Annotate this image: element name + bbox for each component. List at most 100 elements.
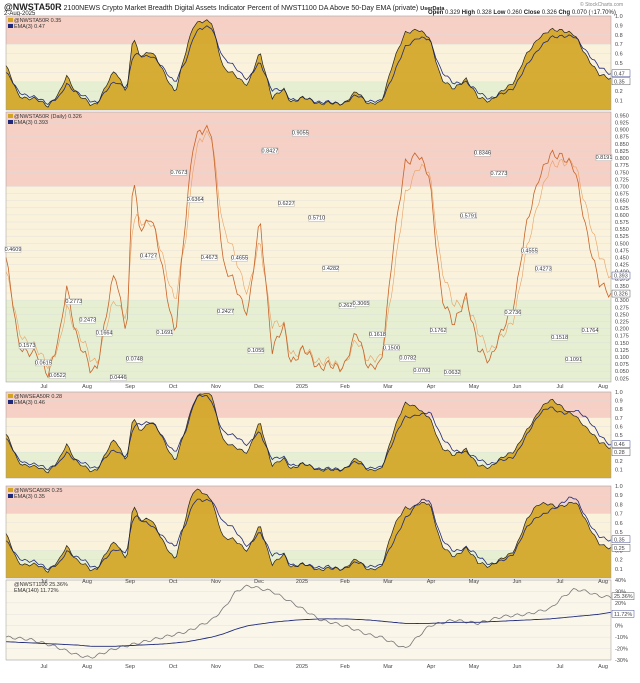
- last-value-box: [611, 69, 631, 78]
- x-tick-label: Mar: [383, 579, 393, 585]
- value-annotation: 0.5791: [460, 213, 477, 219]
- x-tick-label: Oct: [169, 664, 178, 670]
- y-tick-label: 0.1: [615, 99, 623, 105]
- legend-swatch: [8, 394, 13, 398]
- value-annotation: 0.7273: [490, 171, 507, 177]
- x-tick-label: Jul: [556, 579, 563, 585]
- value-annotation-box: [4, 246, 22, 253]
- y-tick-label: 0.125: [615, 348, 629, 354]
- ema-line: [5, 129, 612, 372]
- value-annotation: 0.7673: [170, 170, 187, 176]
- y-tick-label: 0.500: [615, 241, 629, 247]
- symbol-title: @NWSTA50R: [4, 2, 62, 12]
- y-tick-label: 0.675: [615, 192, 629, 198]
- value-annotation: 0.1762: [430, 328, 447, 334]
- x-tick-label: Aug: [598, 579, 608, 585]
- y-tick-label: 0%: [615, 624, 623, 630]
- y-tick-label: 0.950: [615, 113, 629, 119]
- panel-frame: [5, 391, 612, 479]
- y-tick-label: 1.0: [615, 14, 623, 20]
- x-tick-label: Feb: [340, 664, 349, 670]
- value-annotation: 0.4273: [535, 266, 552, 272]
- value-annotation-box: [308, 214, 325, 222]
- x-tick-label: Oct: [169, 384, 178, 390]
- value-annotation: 0.8427: [262, 148, 279, 154]
- last-value-label: 11.72%: [614, 612, 632, 618]
- x-tick-label: Nov: [211, 664, 221, 670]
- y-tick-label: 0.700: [615, 184, 629, 190]
- value-annotation: 0.6227: [278, 201, 295, 207]
- value-annotation-box: [460, 212, 477, 219]
- y-tick-label: 0.1: [615, 567, 623, 573]
- value-annotation: 0.8346: [474, 151, 491, 157]
- value-annotation-box: [490, 170, 508, 177]
- value-annotation-box: [521, 247, 538, 255]
- breadth-area: [6, 19, 611, 111]
- value-annotation: 0.1664: [96, 331, 113, 337]
- last-value-box: [611, 289, 631, 298]
- value-annotation-box: [126, 356, 143, 363]
- y-tick-label: -10%: [615, 635, 628, 641]
- breadth-area: [6, 393, 611, 478]
- y-tick-label: 0.925: [615, 121, 629, 127]
- y-tick-label: 40%: [615, 578, 626, 584]
- y-tick-label: 0.9: [615, 23, 623, 29]
- value-annotation-box: [18, 342, 36, 349]
- x-tick-label: Aug: [598, 664, 608, 670]
- chart-date: 2-Aug-2025: [4, 11, 36, 17]
- panel-frame: [5, 579, 612, 661]
- value-annotation-box: [170, 169, 188, 176]
- breadth-line: [5, 393, 612, 474]
- x-tick-label: Jun: [513, 384, 522, 390]
- x-tick-label: Apr: [427, 384, 436, 390]
- x-tick-label: 2025: [296, 384, 308, 390]
- overbought-zone: [6, 486, 611, 514]
- value-annotation-box: [187, 196, 204, 203]
- last-value-box: [611, 544, 631, 552]
- value-annotation-box: [292, 129, 309, 137]
- value-annotation-box: [581, 327, 599, 334]
- legend-swatch: [8, 18, 13, 22]
- high-value: 0.328: [476, 10, 492, 16]
- y-tick-label: 0.800: [615, 156, 629, 162]
- y-tick-label: 0.100: [615, 355, 629, 361]
- y-tick-label: 0.550: [615, 227, 629, 233]
- x-tick-label: Dec: [254, 384, 264, 390]
- ohlc-readout: Open 0.329 High 0.328 Low 0.260 Close 0.…: [428, 10, 616, 16]
- value-annotation: 0.0615: [35, 360, 52, 366]
- x-tick-label: Jul: [556, 384, 563, 390]
- legend-series: @NWST1100 25.36%: [14, 582, 68, 588]
- y-tick-label: 0.8: [615, 33, 623, 39]
- y-tick-label: 0.225: [615, 319, 629, 325]
- x-tick-label: 2025: [296, 664, 308, 670]
- x-tick-label: Oct: [169, 579, 178, 585]
- overbought-zone: [6, 16, 611, 45]
- last-value-box: [611, 610, 635, 618]
- value-annotation: 0.0632: [444, 370, 461, 376]
- x-tick-label: Aug: [82, 579, 92, 585]
- index-line: [5, 584, 612, 659]
- last-value-label: 0.25: [614, 546, 625, 552]
- y-tick-label: 0.1: [615, 467, 623, 473]
- last-value-label: 0.35: [614, 79, 625, 85]
- y-tick-label: 0.350: [615, 284, 629, 290]
- breadth-line: [5, 19, 612, 108]
- user-data-label: UserData: [420, 6, 445, 12]
- value-annotation-box: [201, 254, 218, 261]
- value-annotation-box: [217, 308, 234, 315]
- legend-series: @NWSTA50R 0.35: [14, 18, 61, 24]
- y-tick-label: 0.7: [615, 416, 623, 422]
- breadth-area: [6, 489, 611, 578]
- y-tick-label: 30%: [615, 589, 626, 595]
- value-annotation: 0.2473: [79, 318, 96, 324]
- legend-ema: EMA(3) 0.393: [14, 120, 48, 126]
- overbought-zone: [6, 392, 611, 418]
- y-tick-label: 0.600: [615, 213, 629, 219]
- value-annotation-box: [429, 327, 447, 334]
- y-tick-label: 0.900: [615, 128, 629, 134]
- y-tick-label: 0.775: [615, 163, 629, 169]
- value-annotation: 0.8191: [596, 155, 613, 161]
- value-annotation: 0.4282: [322, 266, 339, 272]
- y-tick-label: 0.725: [615, 177, 629, 183]
- value-annotation-box: [140, 252, 157, 260]
